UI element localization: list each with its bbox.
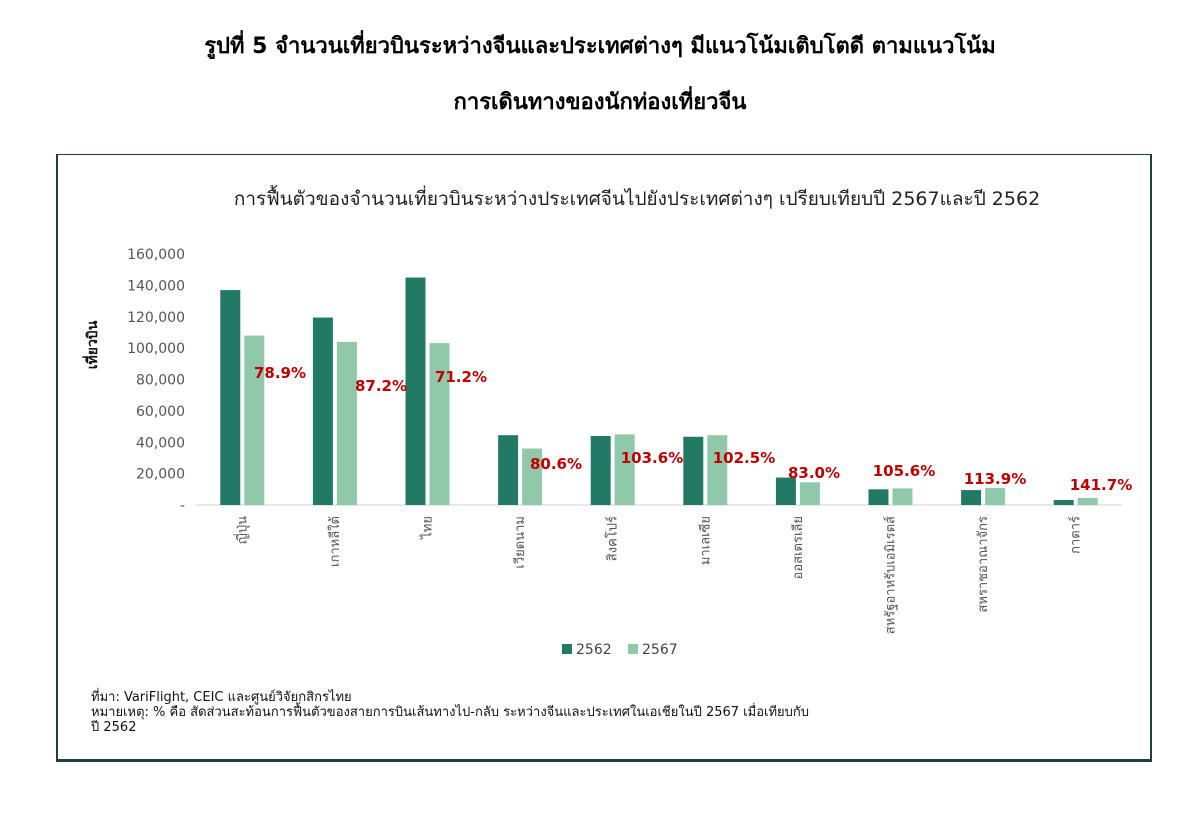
x-category-label: ไทย [420,516,436,540]
figure-heading-line2: การเดินทางของนักท่องเที่ยวจีน [453,90,747,115]
bar-2567 [522,448,543,505]
recovery-percent-label: 80.6% [530,455,582,473]
y-tick-label: 120,000 [127,310,185,326]
y-tick-label: 60,000 [136,404,185,420]
legend-swatch-2567 [628,644,638,654]
bar-2562 [1053,499,1074,505]
legend-label-2567: 2567 [642,642,678,658]
x-category-label: กาตาร์ [1068,516,1084,554]
bar-2567 [336,341,357,505]
bar-2562 [498,435,519,505]
recovery-percent-label: 87.2% [355,377,407,395]
bar-2562 [590,435,611,505]
x-category-label: เกาหลีใต้ [327,516,343,567]
y-tick-label: 140,000 [127,278,185,294]
recovery-percent-label: 141.7% [1070,476,1132,494]
recovery-percent-label: 103.6% [621,449,683,467]
legend-label-2562: 2562 [576,642,612,658]
recovery-percent-label: 113.9% [964,470,1026,488]
x-category-label: มาเลเซีย [697,516,713,565]
bar-2567 [985,488,1006,505]
bar-2562 [312,317,333,505]
y-axis-label: เที่ยวบิน [82,320,101,369]
bar-2567 [1077,497,1098,505]
bar-2567 [614,434,635,505]
y-tick-label: 80,000 [136,373,185,389]
recovery-percent-label: 102.5% [713,449,775,467]
bar-2567 [244,335,265,505]
bar-2562 [775,477,796,505]
bar-2567 [799,482,820,505]
y-tick-label: 20,000 [136,467,185,483]
y-tick-label: 40,000 [136,435,185,451]
x-category-label: สิงคโปร์ [605,516,621,561]
bar-2562 [405,277,426,505]
y-tick-label: - [180,498,185,514]
y-tick-label: 100,000 [127,341,185,357]
source-note: ที่มา: VariFlight, CEIC และศูนย์วิจัยกสิ… [91,690,352,705]
figure-heading-line1: รูปที่ 5 จำนวนเที่ยวบินระหว่างจีนและประเ… [204,34,996,59]
y-tick-label: 160,000 [127,247,185,263]
bar-2562 [220,290,241,505]
remark-note-cont: ปี 2562 [91,720,137,735]
bar-2562 [961,490,982,505]
bar-2562 [868,489,889,505]
bar-2567 [429,343,450,505]
x-category-label: ออสเตรเลีย [790,516,806,579]
x-category-label: ญี่ปุ่น [233,516,250,544]
x-category-label: เวียดนาม [512,516,528,569]
bar-2562 [683,436,704,505]
chart-title: การฟื้นตัวของจำนวนเที่ยวบินระหว่างประเทศ… [234,185,1040,210]
recovery-percent-label: 83.0% [788,464,840,482]
bar-2567 [892,488,913,505]
recovery-percent-label: 71.2% [435,368,487,386]
bar-2567 [707,435,728,505]
chart-frame [56,154,1152,762]
x-category-label: สหราชอาณาจักร [976,516,991,613]
x-category-label: สหรัฐอาหรับเอมิเรตส์ [883,516,899,634]
legend-swatch-2562 [562,644,572,654]
remark-note: หมายเหตุ: % คือ สัดส่วนสะท้อนการฟื้นตัวข… [91,705,810,720]
recovery-percent-label: 105.6% [873,462,935,480]
recovery-percent-label: 78.9% [254,364,306,382]
